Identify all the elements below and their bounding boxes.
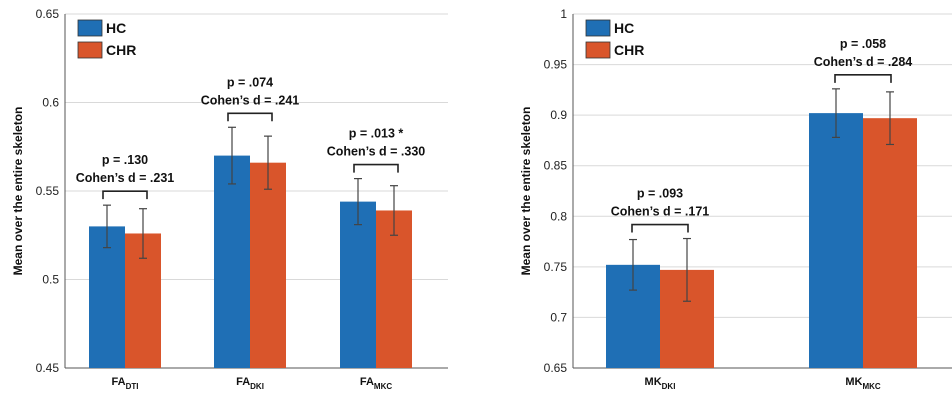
legend-label-hc: HC: [106, 20, 126, 36]
y-tick-label: 1: [560, 7, 567, 21]
x-tick-label: MKMKC: [845, 376, 881, 391]
p-value-label: p = .093: [637, 187, 683, 201]
chart-panel-1: 0.45 0.5 0.55 0.6 0.65 Mean over the entire s…: [11, 7, 448, 391]
p-value-label: p = .058: [840, 37, 886, 51]
legend-label-chr: CHR: [614, 42, 644, 58]
p-value-label: p = .130: [102, 153, 148, 167]
legend-swatch-hc: [586, 20, 610, 36]
y-tick-label: 0.7: [550, 310, 567, 324]
x-tick-label: FADTI: [112, 376, 139, 391]
y-tick-label: 0.65: [544, 361, 568, 375]
y-tick-label: 0.8: [550, 209, 567, 223]
y-tick-label: 0.5: [42, 273, 59, 287]
x-tick-label: MKDKI: [645, 376, 676, 391]
y-tick-label: 0.55: [36, 184, 60, 198]
bar-hc: [809, 113, 863, 368]
legend-label-chr: CHR: [106, 42, 136, 58]
legend-swatch-chr: [586, 42, 610, 58]
chart-panel-2: 0.65 0.7 0.75 0.8 0.85 0.9 0.95 1 Mean over the …: [519, 7, 952, 391]
effect-size-label: Cohen’s d = .330: [327, 145, 426, 159]
p-value-label: p = .013 *: [349, 127, 404, 141]
bar-chr: [250, 163, 286, 368]
bar-chr: [863, 118, 917, 368]
y-tick-label: 0.65: [36, 7, 60, 21]
legend-swatch-hc: [78, 20, 102, 36]
significance-bracket: [632, 225, 688, 233]
significance-bracket: [835, 75, 891, 83]
p-value-label: p = .074: [227, 75, 273, 89]
effect-size-label: Cohen’s d = .241: [201, 93, 300, 107]
legend-label-hc: HC: [614, 20, 634, 36]
significance-bracket: [103, 191, 147, 199]
bar-hc: [340, 202, 376, 368]
effect-size-label: Cohen’s d = .284: [814, 55, 913, 69]
x-tick-label: FADKI: [236, 376, 264, 391]
x-tick-label: FAMKC: [360, 376, 393, 391]
y-axis-label: Mean over the entire skeleton: [11, 107, 25, 276]
y-tick-label: 0.95: [544, 58, 568, 72]
bar-hc: [214, 156, 250, 368]
y-tick-label: 0.85: [544, 159, 568, 173]
significance-bracket: [228, 113, 272, 121]
y-tick-label: 0.9: [550, 108, 567, 122]
y-tick-label: 0.45: [36, 361, 60, 375]
significance-bracket: [354, 165, 398, 173]
effect-size-label: Cohen’s d = .231: [76, 171, 175, 185]
y-tick-label: 0.6: [42, 96, 59, 110]
legend-swatch-chr: [78, 42, 102, 58]
effect-size-label: Cohen’s d = .171: [611, 205, 710, 219]
y-tick-label: 0.75: [544, 260, 568, 274]
y-axis-label: Mean over the entire skeleton: [519, 107, 533, 276]
